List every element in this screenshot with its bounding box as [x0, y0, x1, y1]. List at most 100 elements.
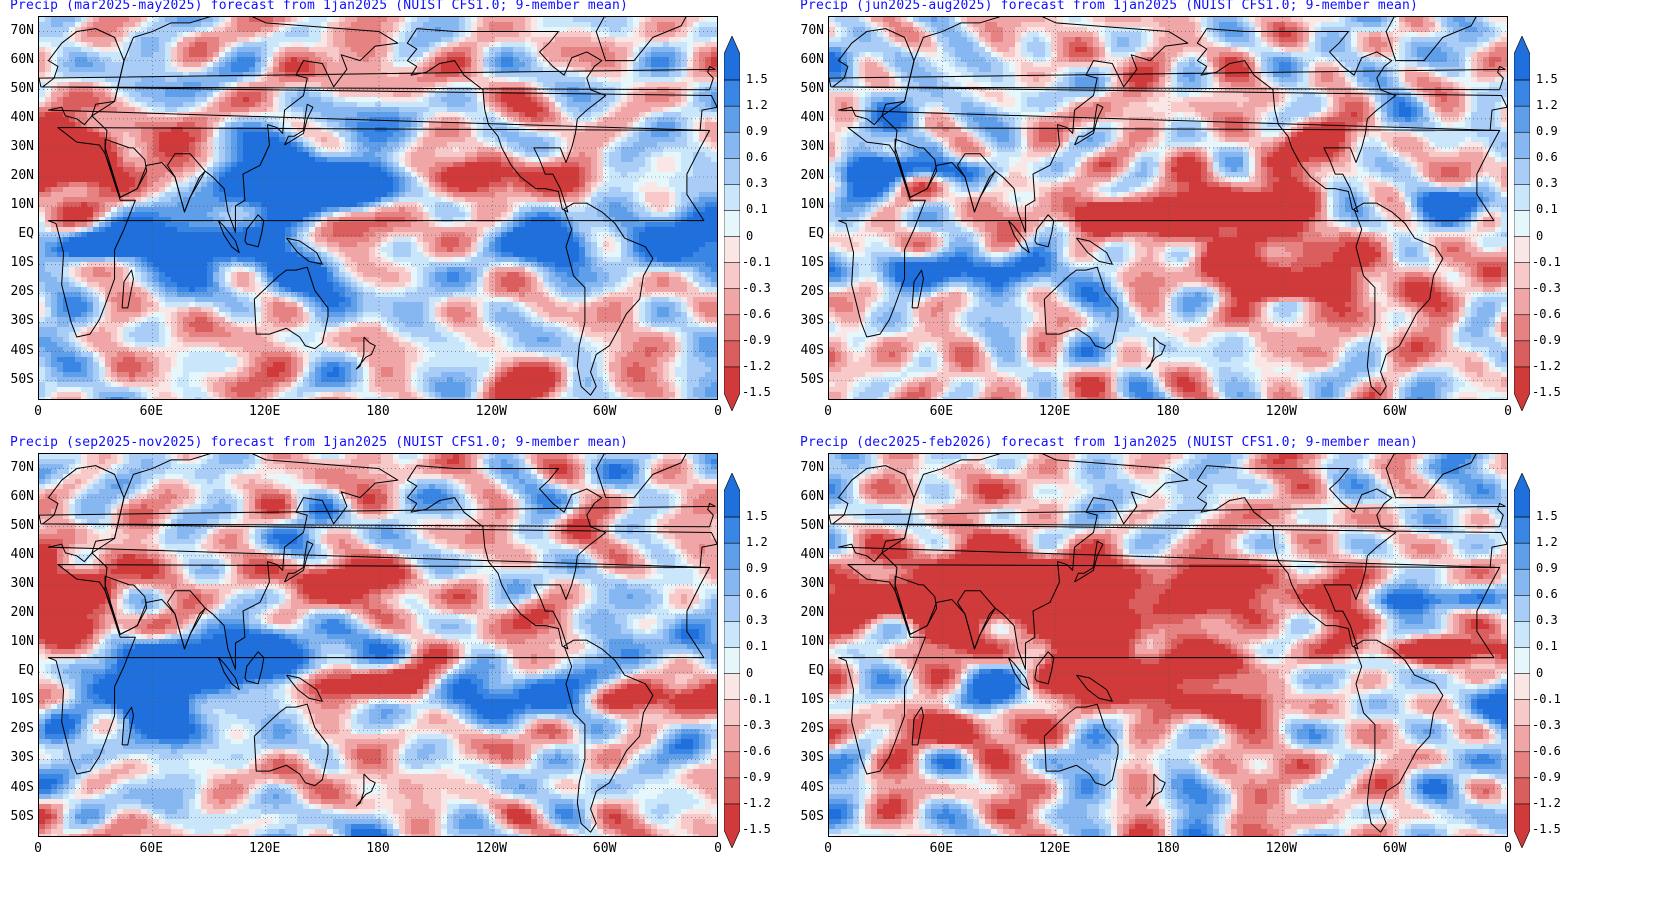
- lat-label: 10N: [790, 634, 824, 649]
- map-field-svg: [829, 454, 1507, 836]
- colorbar-swatch: [1514, 105, 1530, 134]
- colorbar-label: -1.2: [742, 359, 771, 373]
- lat-label: EQ: [790, 663, 824, 678]
- colorbar-label: -0.6: [742, 744, 771, 758]
- colorbar-label: 0.6: [1536, 150, 1558, 164]
- lon-label: 120W: [476, 404, 507, 419]
- coastline-europe: [832, 28, 1507, 131]
- lat-label: 30N: [790, 139, 824, 154]
- lon-label: 0: [34, 841, 42, 856]
- colorbar-label: -0.6: [1532, 744, 1561, 758]
- colorbar-swatch: [1514, 36, 1530, 81]
- colorbar-label: 0.6: [746, 587, 768, 601]
- colorbar-swatch: [1514, 803, 1530, 848]
- lat-label: 40N: [0, 110, 34, 125]
- coastline-ng: [286, 237, 323, 265]
- lon-label: 0: [34, 404, 42, 419]
- lat-label: 50S: [0, 372, 34, 387]
- colorbar-swatch: [724, 131, 740, 160]
- colorbar-label: -1.2: [1532, 359, 1561, 373]
- lat-label: 50N: [0, 81, 34, 96]
- lon-label: 120W: [476, 841, 507, 856]
- lat-label: 10S: [790, 255, 824, 270]
- lon-label: 0: [714, 841, 722, 856]
- colorbar-swatch: [724, 725, 740, 753]
- precip-anomaly-map: [38, 453, 718, 837]
- coastline-australia: [253, 703, 329, 787]
- coastline-namerica: [1196, 28, 1397, 213]
- coastline-madagascar: [911, 706, 924, 746]
- colorbar-label: -1.5: [742, 385, 771, 399]
- colorbar-swatch: [1514, 340, 1530, 368]
- lat-label: 70N: [0, 23, 34, 38]
- colorbar-swatch: [724, 262, 740, 290]
- coastline-borneo: [1034, 651, 1055, 685]
- colorbar-label: 0.6: [1536, 587, 1558, 601]
- lon-label: 60W: [593, 841, 616, 856]
- coastline-india: [957, 590, 996, 650]
- coastline-arabia: [104, 138, 148, 198]
- colorbar-label: 0.3: [1536, 176, 1558, 190]
- colorbar-swatch: [724, 210, 740, 238]
- lon-label: 0: [824, 841, 832, 856]
- coastline-japan: [1074, 540, 1104, 583]
- coastline-uk: [829, 65, 1506, 91]
- lat-label: 20N: [790, 168, 824, 183]
- coastline-nz: [355, 336, 376, 370]
- lat-label: 40N: [790, 110, 824, 125]
- coastline-europe: [42, 28, 717, 131]
- colorbar-swatch: [724, 366, 740, 411]
- coastline-uk: [39, 502, 716, 528]
- colorbar-label: -1.5: [1532, 822, 1561, 836]
- coastline-sumatra: [1007, 657, 1030, 691]
- lat-label: 10S: [0, 255, 34, 270]
- coastline-australia: [1043, 266, 1119, 350]
- colorbar-swatch: [1514, 621, 1530, 649]
- colorbar-swatch: [724, 314, 740, 342]
- colorbar-label: -0.9: [742, 333, 771, 347]
- colorbar-label: 0: [746, 666, 753, 680]
- lat-label: 40S: [0, 343, 34, 358]
- coastline-europe: [42, 465, 717, 568]
- colorbar-label: 0.1: [746, 639, 768, 653]
- coastline-australia: [1043, 703, 1119, 787]
- lat-label: 50N: [0, 518, 34, 533]
- coastline-arabia: [894, 138, 938, 198]
- lat-label: 40S: [0, 780, 34, 795]
- colorbar-swatch: [1514, 79, 1530, 107]
- colorbar-label: 0.3: [746, 176, 768, 190]
- lat-label: 60N: [0, 52, 34, 67]
- coastline-africa: [47, 564, 711, 775]
- colorbar-swatch: [724, 158, 740, 186]
- coastline-namerica: [1196, 465, 1397, 650]
- map-panel-3: Precip (sep2025-nov2025) forecast from 1…: [0, 435, 832, 890]
- colorbar-label: 0.9: [746, 561, 768, 575]
- lat-label: 30N: [790, 576, 824, 591]
- precip-anomaly-map: [38, 16, 718, 400]
- colorbar: [724, 473, 740, 848]
- colorbar-swatch: [724, 542, 740, 571]
- colorbar-swatch: [1514, 288, 1530, 316]
- precip-anomaly-map: [828, 16, 1508, 400]
- lon-label: 60E: [930, 841, 953, 856]
- colorbar-swatch: [1514, 236, 1530, 264]
- map-field-svg: [39, 454, 717, 836]
- lat-label: 20N: [0, 605, 34, 620]
- lat-label: 30S: [0, 313, 34, 328]
- colorbar-swatch: [1514, 473, 1530, 518]
- colorbar-label: 1.5: [746, 72, 768, 86]
- lat-label: 50S: [0, 809, 34, 824]
- lat-label: 40N: [0, 547, 34, 562]
- lat-label: 10S: [0, 692, 34, 707]
- lon-label: 0: [824, 404, 832, 419]
- coastline-india: [957, 153, 996, 213]
- lat-label: 30N: [0, 139, 34, 154]
- colorbar-swatch: [1514, 699, 1530, 727]
- lat-label: 60N: [790, 52, 824, 67]
- coastline-nz: [355, 773, 376, 807]
- colorbar-swatch: [1514, 751, 1530, 779]
- lon-label: 120E: [249, 404, 280, 419]
- colorbar-label: 1.2: [746, 98, 768, 112]
- colorbar-label: 0.6: [746, 150, 768, 164]
- lon-label: 0: [714, 404, 722, 419]
